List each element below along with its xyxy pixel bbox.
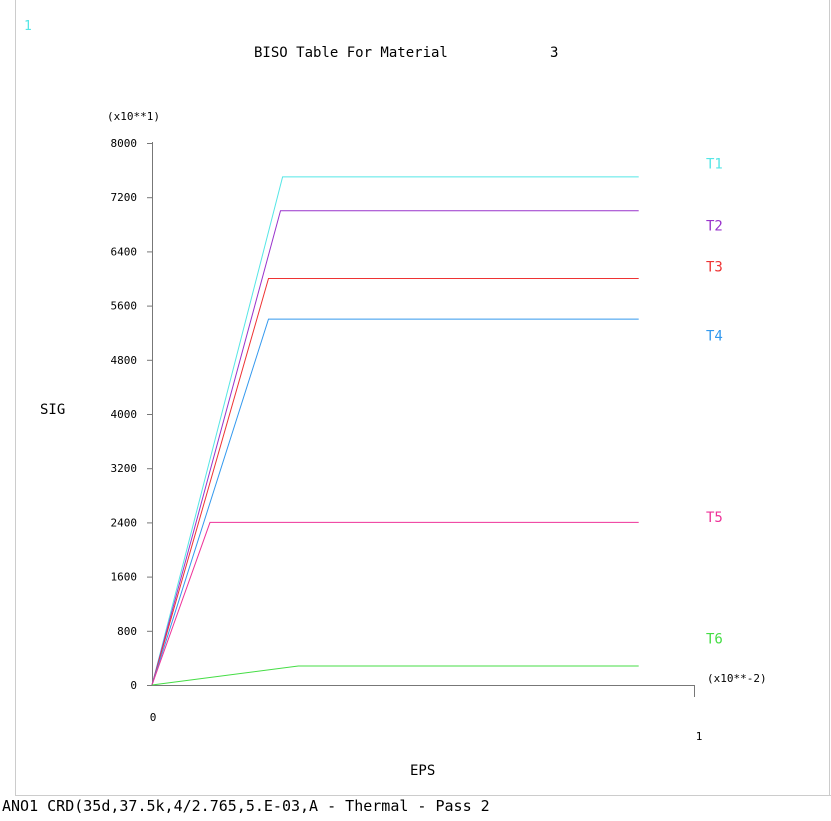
series-line-t1 bbox=[151, 176, 639, 686]
y-tick-label: 4800 bbox=[111, 354, 138, 367]
legend: T1 T2 T3 T4 T5 T6 bbox=[706, 156, 723, 647]
legend-label-t5: T5 bbox=[706, 510, 723, 526]
legend-label-t1: T1 bbox=[706, 156, 723, 172]
material-number: 3 bbox=[550, 45, 558, 61]
legend-label-t6: T6 bbox=[706, 631, 723, 647]
y-tick-label: 8000 bbox=[111, 137, 138, 150]
x-tick-label: 1 bbox=[696, 730, 703, 743]
y-tick-label: 800 bbox=[117, 625, 137, 638]
y-multiplier: (x10**1) bbox=[107, 110, 160, 123]
x-tick-label: 0 bbox=[150, 711, 157, 724]
y-axis-label: SIG bbox=[40, 402, 65, 418]
y-tick-label: 5600 bbox=[111, 300, 138, 313]
series-line-t2 bbox=[151, 210, 639, 686]
y-tick-label: 7200 bbox=[111, 191, 138, 204]
footer-info: ANO1 CRD(35d,37.5k,4/2.765,5.E-03,A - Th… bbox=[2, 797, 490, 815]
window-number: 1 bbox=[24, 19, 32, 34]
series-line-t3 bbox=[151, 278, 639, 686]
y-tick-label: 1600 bbox=[111, 571, 138, 584]
y-ticks: 0 800 1600 2400 3200 4000 4800 5600 6400 7200 8000 bbox=[111, 137, 152, 692]
legend-label-t3: T3 bbox=[706, 259, 723, 275]
x-multiplier: (x10**-2) bbox=[707, 672, 767, 685]
series-line-t6 bbox=[151, 665, 639, 686]
y-tick-label: 4000 bbox=[111, 408, 138, 421]
chart-title: BISO Table For Material bbox=[254, 45, 448, 61]
series-line-t4 bbox=[151, 318, 639, 686]
y-tick-label: 2400 bbox=[111, 516, 138, 529]
y-tick-label: 3200 bbox=[111, 462, 138, 475]
legend-label-t4: T4 bbox=[706, 328, 723, 344]
series-line-t5 bbox=[151, 521, 639, 686]
x-ticks: 01 bbox=[150, 711, 703, 743]
series-lines bbox=[151, 176, 639, 686]
x-axis-label: EPS bbox=[410, 763, 435, 779]
legend-label-t2: T2 bbox=[706, 219, 723, 235]
y-tick-label: 0 bbox=[130, 679, 137, 692]
y-tick-label: 6400 bbox=[111, 245, 138, 258]
